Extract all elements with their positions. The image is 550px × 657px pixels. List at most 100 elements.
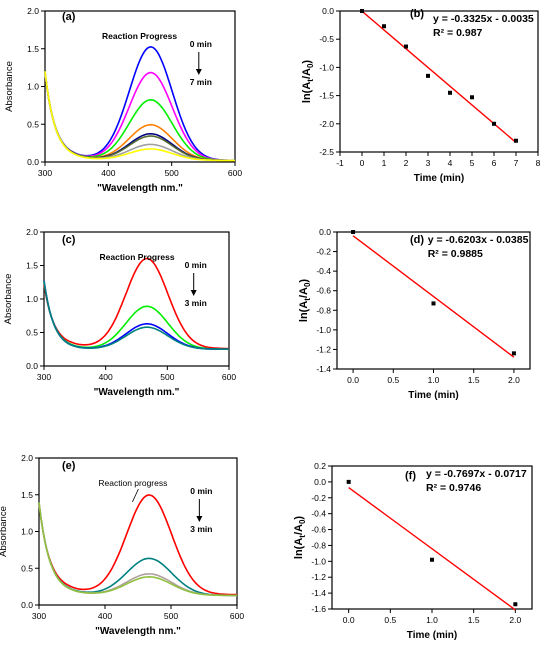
x-axis-label: "Wavelength nm." — [97, 183, 183, 194]
data-point — [470, 95, 474, 100]
y-tick-label: -1.2 — [316, 344, 331, 354]
y-tick-label: 0.0 — [314, 477, 326, 487]
x-tick-label: 400 — [98, 611, 112, 621]
y-axis-label-part: /A — [293, 524, 305, 535]
y-axis-label-part: ln(A — [301, 82, 313, 103]
x-tick-label: 300 — [32, 611, 46, 621]
x-tick-label: 1.0 — [428, 375, 440, 385]
data-point — [351, 230, 356, 234]
y-tick-label: -1.5 — [319, 91, 334, 101]
y-axis-label-part: t — [303, 298, 312, 301]
y-tick-label: 0.2 — [314, 461, 326, 471]
x-tick-label: 0.0 — [343, 615, 355, 625]
y-tick-label: 2.0 — [26, 227, 38, 237]
reaction-progress-annotation: Reaction Progress — [100, 252, 175, 262]
y-axis-label-part: /A — [298, 287, 310, 298]
fit-line — [348, 487, 516, 611]
y-axis-label: Absorbance — [4, 61, 15, 112]
y-axis-label: ln(At/A0) — [293, 516, 307, 560]
x-tick-label: 1.0 — [426, 615, 438, 625]
y-axis-label-part: ln(A — [298, 301, 310, 322]
spectrum-line-2 — [38, 502, 237, 597]
x-tick-label: 600 — [230, 611, 244, 621]
y-tick-label: -1.0 — [319, 62, 334, 72]
fit-equation: y = -0.7697x - 0.0717 — [426, 468, 527, 480]
annotation-pointer — [132, 488, 139, 503]
y-tick-label: 0.5 — [26, 328, 38, 338]
y-tick-label: 0.0 — [322, 6, 334, 16]
x-tick-label: 8 — [536, 158, 541, 168]
kinetics-panel-d: 0.0 0.5 1.0 1.5 2.0 0.0 -0.2 -0.4 -0.6 -0.8 -1.0 -1… — [298, 227, 531, 401]
y-axis-label-part: /A — [301, 68, 313, 79]
y-axis-label-part: 0 — [306, 63, 315, 68]
y-tick-label: 1.0 — [26, 294, 38, 304]
spectrum-line-0 — [43, 257, 229, 350]
y-axis-label: ln(At/A0) — [301, 60, 315, 104]
x-tick-label: 6 — [492, 158, 497, 168]
panel-label: (f) — [405, 470, 416, 482]
time-arrow-head — [196, 516, 203, 522]
x-tick-label: -1 — [336, 158, 344, 168]
y-tick-label: -1.2 — [311, 572, 326, 582]
data-point — [430, 557, 434, 562]
data-point — [513, 602, 518, 607]
x-tick-label: 4 — [448, 158, 453, 168]
spectra-panel-c: 300 400 500 600 0.0 0.5 1.0 1.5 2.0 (c) "Wavelengt… — [3, 227, 236, 398]
y-axis-label-part: ln(A — [293, 538, 305, 559]
r-squared: R² = 0.987 — [433, 27, 482, 39]
y-tick-label: -2.5 — [319, 147, 334, 157]
fit-line — [352, 235, 515, 358]
y-axis-label-part: ) — [293, 516, 305, 520]
reaction-progress-annotation: Reaction progress — [98, 478, 167, 488]
x-tick-label: 300 — [38, 168, 52, 178]
spectrum-line-0 — [38, 494, 237, 596]
data-point — [404, 44, 408, 49]
x-tick-label: 0.5 — [387, 375, 399, 385]
spectra-panel-a: 300 400 500 600 0.0 0.5 1.0 1.5 2.0 (a) "Wavelengt… — [4, 6, 242, 194]
y-tick-label: 1.5 — [27, 44, 39, 54]
panel-label: (d) — [410, 234, 424, 246]
spectrum-line-1 — [43, 281, 229, 350]
y-tick-label: -0.5 — [319, 34, 334, 44]
plot-frame — [339, 10, 539, 153]
reaction-progress-annotation: Reaction Progress — [102, 31, 177, 41]
kinetics-panel-f: 0.0 0.5 1.0 1.5 2.0 0.2 0.0 -0.2 -0.4 -0.6 -0.8 -1.… — [293, 461, 533, 641]
y-tick-label: 0.5 — [21, 563, 33, 573]
x-tick-label: 1.5 — [468, 615, 480, 625]
y-tick-label: -0.6 — [316, 286, 331, 296]
x-tick-label: 600 — [222, 372, 236, 382]
y-tick-label: -0.8 — [316, 305, 331, 315]
x-tick-label: 1.5 — [468, 375, 480, 385]
y-axis-label: Absorbance — [0, 506, 9, 557]
x-tick-label: 5 — [470, 158, 475, 168]
y-tick-label: 2.0 — [27, 6, 39, 16]
time-arrow-head — [195, 69, 202, 75]
y-tick-label: -1.0 — [316, 325, 331, 335]
x-tick-label: 600 — [228, 168, 242, 178]
x-tick-label: 0 — [360, 158, 365, 168]
y-axis-label: Absorbance — [3, 274, 14, 325]
y-tick-label: 0.0 — [26, 361, 38, 371]
y-tick-label: -0.6 — [311, 525, 326, 535]
x-axis-label: "Wavelength nm." — [95, 626, 181, 637]
x-tick-label: 300 — [37, 372, 51, 382]
data-point — [426, 73, 430, 78]
x-tick-label: 0.0 — [347, 375, 359, 385]
spectra-panel-e: 300 400 500 600 0.0 0.5 1.0 1.5 2.0 (e) "Wavelengt… — [0, 453, 244, 637]
y-tick-label: 1.0 — [21, 527, 33, 537]
panel-label: (a) — [62, 11, 76, 23]
x-tick-label: 400 — [101, 168, 115, 178]
time-start-label: 0 min — [190, 486, 212, 496]
kinetics-panel-b: -1 0 1 2 3 4 5 6 7 8 0.0 -0.5 -1.0 -1.5 -2.0 -2.5 (b) Tim… — [301, 6, 541, 184]
x-tick-label: 7 — [514, 158, 519, 168]
x-tick-label: 500 — [160, 372, 174, 382]
fit-equation: y = -0.6203x - 0.0385 — [428, 234, 529, 246]
y-tick-label: 0.0 — [319, 227, 331, 237]
panel-label: (e) — [62, 460, 76, 472]
y-tick-label: 1.0 — [27, 82, 39, 92]
spectrum-line-0 — [44, 46, 235, 162]
time-arrow-head — [190, 290, 197, 296]
r-squared: R² = 0.9885 — [428, 248, 483, 260]
time-start-label: 0 min — [190, 39, 212, 49]
time-end-label: 3 min — [185, 298, 207, 308]
